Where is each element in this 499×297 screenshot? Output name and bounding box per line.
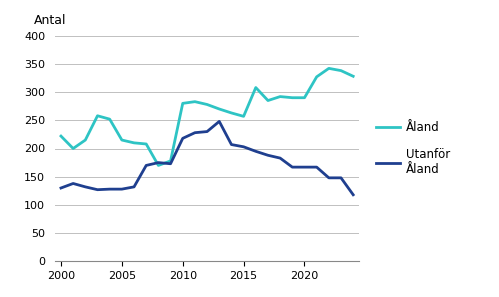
Åland	[192, 100, 198, 103]
Utanför
Åland	[277, 156, 283, 160]
Utanför
Åland	[155, 161, 161, 164]
Utanför
Åland	[70, 182, 76, 185]
Utanför
Åland	[107, 187, 113, 191]
Utanför
Åland	[82, 185, 88, 189]
Åland	[216, 107, 222, 111]
Åland	[168, 159, 174, 163]
Åland	[338, 69, 344, 72]
Utanför
Åland	[253, 149, 259, 153]
Åland	[82, 138, 88, 142]
Utanför
Åland	[131, 185, 137, 189]
Åland	[70, 147, 76, 150]
Åland	[107, 117, 113, 121]
Åland	[289, 96, 295, 99]
Åland	[143, 142, 149, 146]
Åland	[241, 115, 247, 118]
Utanför
Åland	[119, 187, 125, 191]
Line: Utanför
Åland: Utanför Åland	[61, 121, 353, 195]
Utanför
Åland	[265, 154, 271, 157]
Utanför
Åland	[326, 176, 332, 180]
Text: Antal: Antal	[33, 14, 66, 27]
Utanför
Åland	[58, 186, 64, 190]
Åland	[119, 138, 125, 142]
Utanför
Åland	[192, 131, 198, 135]
Utanför
Åland	[301, 165, 307, 169]
Utanför
Åland	[350, 193, 356, 197]
Legend: Åland, Utanför
Åland: Åland, Utanför Åland	[371, 116, 455, 181]
Åland	[314, 75, 320, 79]
Åland	[180, 102, 186, 105]
Åland	[277, 95, 283, 98]
Åland	[204, 103, 210, 106]
Utanför
Åland	[229, 143, 235, 146]
Åland	[301, 96, 307, 99]
Utanför
Åland	[143, 164, 149, 167]
Utanför
Åland	[289, 165, 295, 169]
Åland	[131, 141, 137, 145]
Åland	[229, 111, 235, 115]
Utanför
Åland	[338, 176, 344, 180]
Utanför
Åland	[94, 188, 100, 192]
Åland	[265, 99, 271, 102]
Utanför
Åland	[168, 162, 174, 165]
Utanför
Åland	[216, 120, 222, 123]
Utanför
Åland	[180, 137, 186, 140]
Utanför
Åland	[241, 145, 247, 148]
Åland	[94, 114, 100, 118]
Åland	[326, 67, 332, 70]
Line: Åland: Åland	[61, 68, 353, 165]
Åland	[155, 164, 161, 167]
Åland	[253, 86, 259, 89]
Åland	[350, 75, 356, 78]
Utanför
Åland	[204, 130, 210, 133]
Åland	[58, 134, 64, 138]
Utanför
Åland	[314, 165, 320, 169]
